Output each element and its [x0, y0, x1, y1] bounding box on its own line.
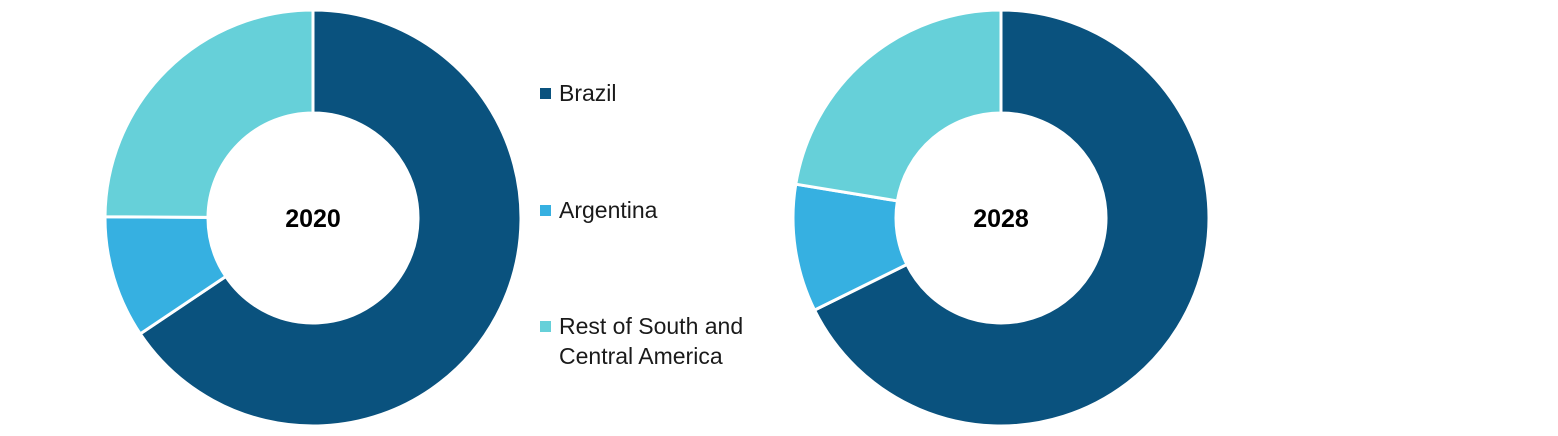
donut-chart-2028: 2028: [791, 8, 1211, 428]
donut-center-label: 2020: [285, 205, 341, 233]
donut-chart-2020: 2020: [103, 8, 523, 428]
slice-brazil-2028: [812, 8, 1211, 428]
legend-item-argentina: Argentina: [540, 195, 789, 225]
legend-swatch-argentina: [540, 205, 551, 216]
legend-label: Brazil: [559, 80, 617, 106]
slice-rest-of-south-and-central-america-2028: [794, 8, 1003, 203]
legend-item-brazil: Brazil: [540, 78, 789, 108]
legend-label: Rest of South and Central America: [559, 313, 744, 369]
donut-center-label: 2028: [973, 205, 1029, 233]
legend-item-rest-of-south-and-central-america: Rest of South and Central America: [540, 311, 789, 371]
slice-brazil-2020: [138, 8, 523, 428]
legend-swatch-rest: [540, 321, 551, 332]
legend-swatch-brazil: [540, 88, 551, 99]
slice-rest-of-south-and-central-america-2020: [103, 8, 315, 219]
legend-label: Argentina: [559, 197, 658, 223]
